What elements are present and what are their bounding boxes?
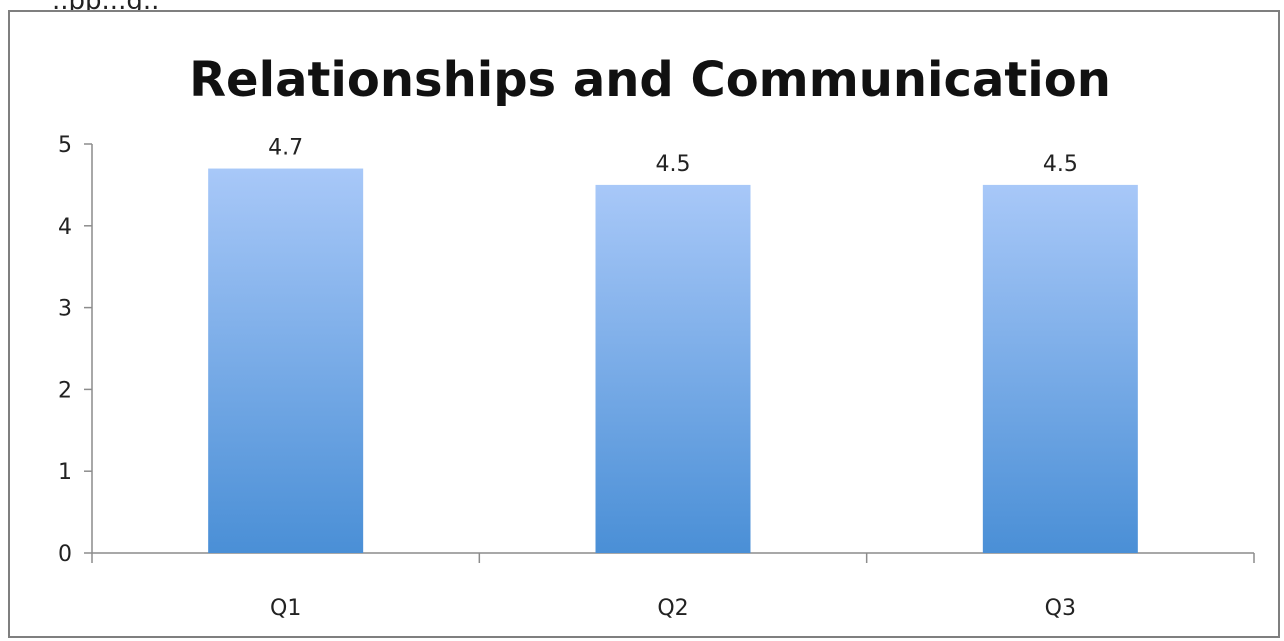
y-tick-label: 2 — [58, 378, 72, 403]
bar-chart: Relationships and Communication 0 1 2 3 4 5 4… — [58, 52, 1255, 621]
y-tick-label: 1 — [58, 460, 72, 485]
category-label-q3: Q3 — [1045, 596, 1076, 621]
bar-q3 — [982, 184, 1138, 553]
bar-q2 — [595, 184, 751, 553]
y-tick-label: 0 — [58, 542, 72, 567]
y-tick-label: 5 — [58, 133, 72, 158]
data-label-q1: 4.7 — [268, 136, 303, 161]
chart-container: Relationships and Communication 0 1 2 3 4 5 4… — [8, 10, 1280, 638]
y-tick-label: 3 — [58, 297, 72, 322]
category-label-q2: Q2 — [657, 596, 688, 621]
chart-title: Relationships and Communication — [189, 52, 1111, 108]
labels: 4.7 Q1 4.5 Q2 4.5 Q3 — [268, 136, 1078, 621]
y-tick-label: 4 — [58, 215, 72, 240]
category-label-q1: Q1 — [270, 596, 301, 621]
bar-q1 — [208, 168, 364, 554]
data-label-q2: 4.5 — [656, 152, 691, 177]
bars — [208, 168, 1138, 554]
data-label-q3: 4.5 — [1043, 152, 1078, 177]
